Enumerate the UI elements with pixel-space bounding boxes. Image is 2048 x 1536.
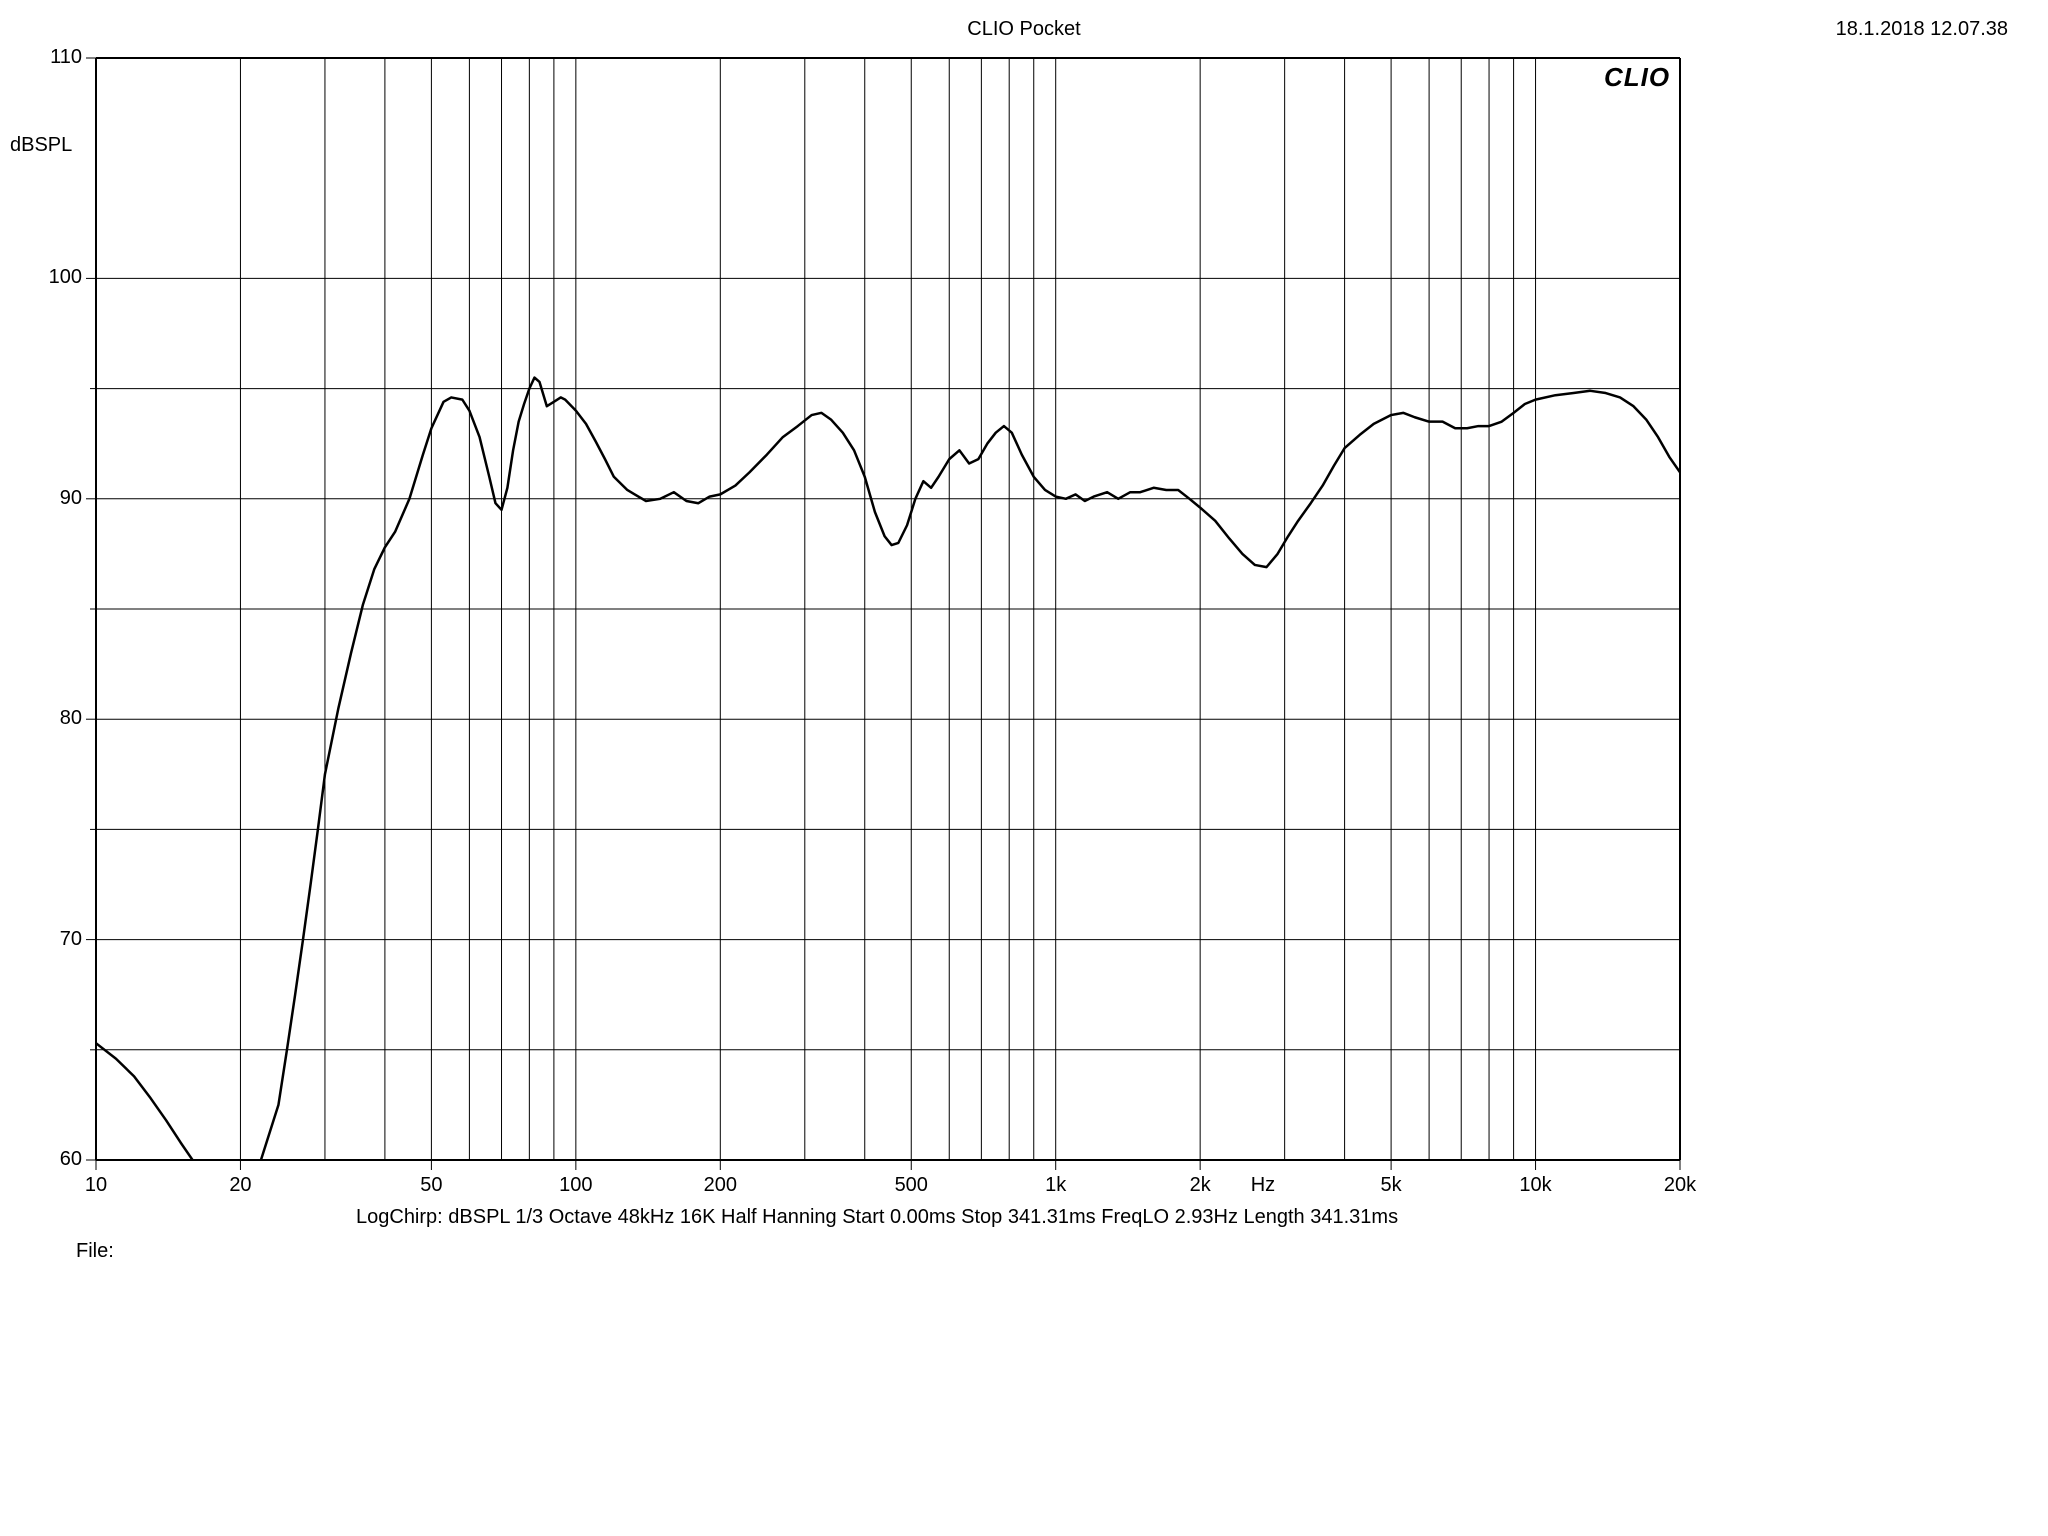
x-tick-label: 50 bbox=[420, 1174, 442, 1197]
frequency-response-chart bbox=[0, 0, 2048, 1536]
x-tick-label: 1k bbox=[1045, 1174, 1066, 1197]
x-tick-label: 10k bbox=[1519, 1174, 1551, 1197]
clio-watermark: CLIO bbox=[1604, 62, 1670, 93]
y-tick-label: 110 bbox=[22, 46, 82, 69]
x-tick-label: 2k bbox=[1190, 1174, 1211, 1197]
x-tick-label: 20 bbox=[229, 1174, 251, 1197]
x-tick-label: 10 bbox=[85, 1174, 107, 1197]
y-tick-label: 100 bbox=[22, 266, 82, 289]
measurement-params: LogChirp: dBSPL 1/3 Octave 48kHz 16K Hal… bbox=[356, 1206, 1398, 1229]
x-tick-label: 200 bbox=[704, 1174, 737, 1197]
file-label: File: bbox=[76, 1240, 114, 1263]
y-tick-label: 80 bbox=[22, 707, 82, 730]
y-axis-title: dBSPL bbox=[10, 134, 72, 157]
y-tick-label: 70 bbox=[22, 928, 82, 951]
y-tick-label: 90 bbox=[22, 487, 82, 510]
x-tick-label: 100 bbox=[559, 1174, 592, 1197]
x-tick-label: 500 bbox=[895, 1174, 928, 1197]
x-tick-label: 20k bbox=[1664, 1174, 1696, 1197]
y-tick-label: 60 bbox=[22, 1148, 82, 1171]
x-axis-unit: Hz bbox=[1251, 1174, 1275, 1197]
x-tick-label: 5k bbox=[1381, 1174, 1402, 1197]
